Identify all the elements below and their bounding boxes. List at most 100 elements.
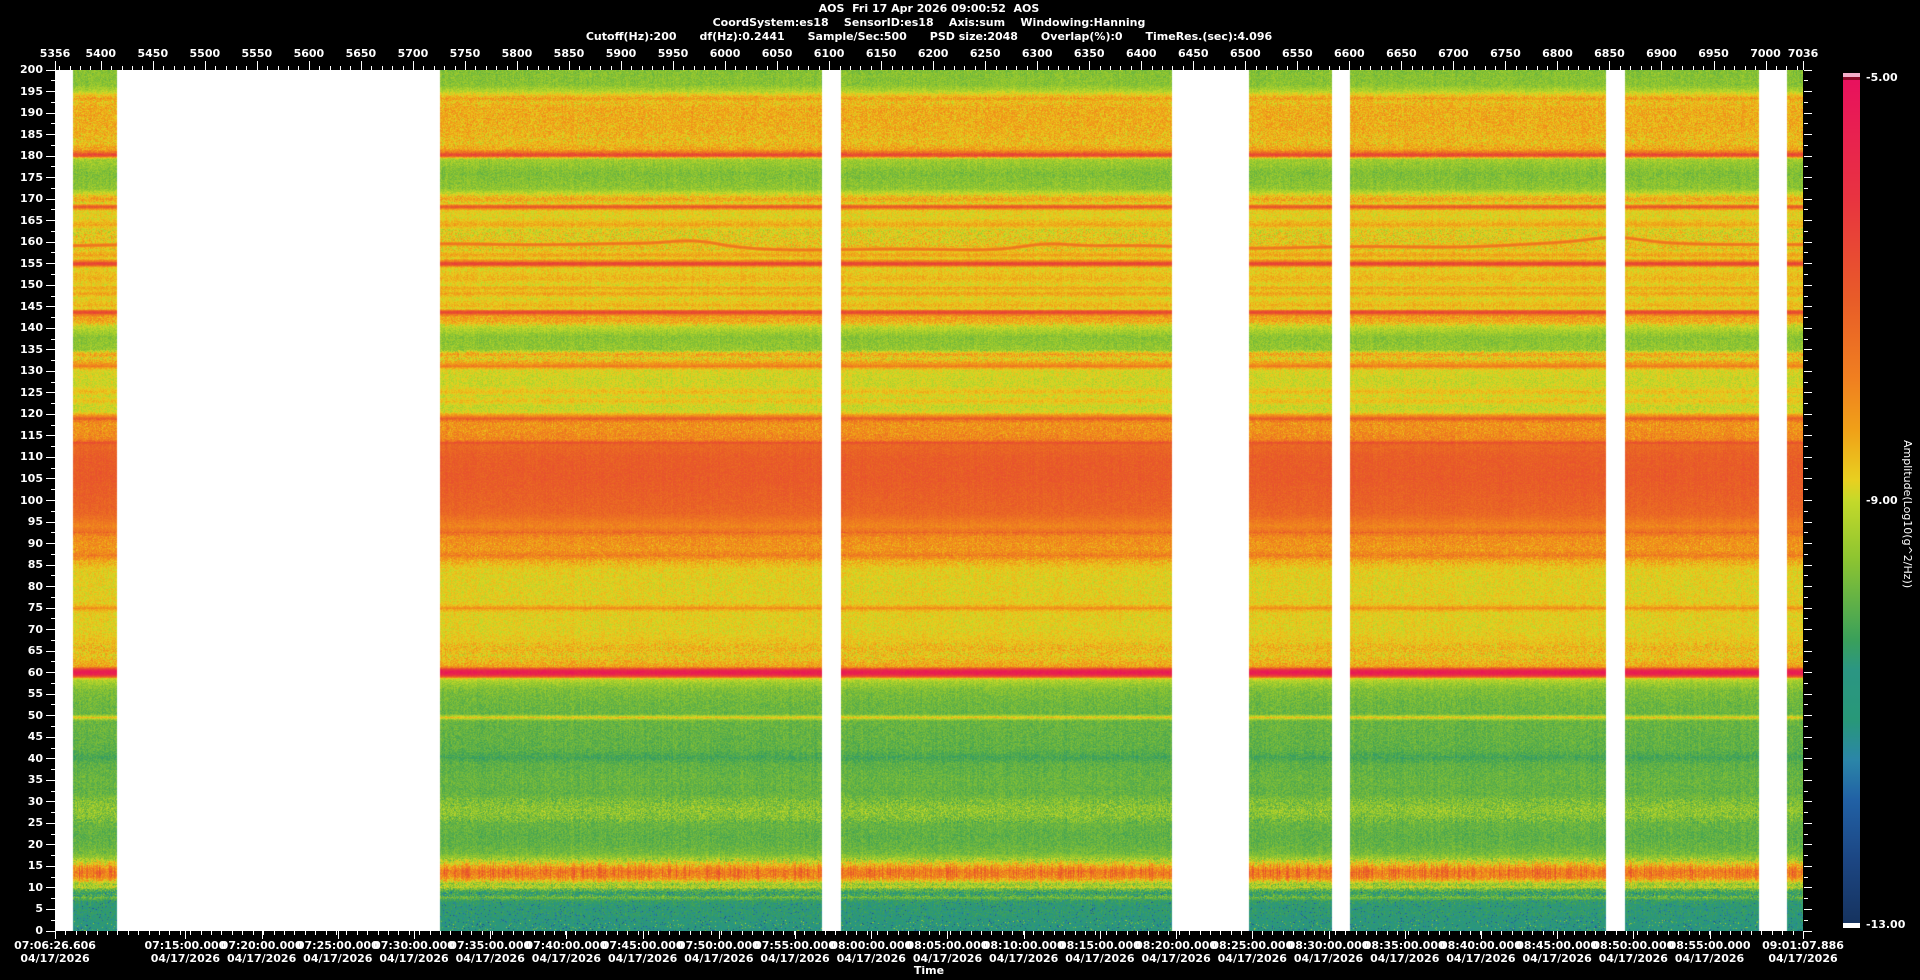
- right-axis-major-tick: [1804, 693, 1812, 695]
- time-axis-label-date: 04/17/2026: [20, 952, 90, 965]
- left-axis-major-tick: [46, 801, 55, 803]
- time-axis-label-date: 04/17/2026: [531, 952, 602, 965]
- time-axis-major-tick: [1557, 931, 1559, 939]
- top-axis-minor-tick: [558, 66, 560, 70]
- top-axis-label: 6500: [1229, 47, 1261, 60]
- top-axis-minor-tick: [1245, 66, 1247, 70]
- top-axis-minor-tick: [1422, 66, 1424, 70]
- left-axis-label: 80: [27, 579, 43, 593]
- top-axis-label: 5550: [241, 47, 273, 60]
- top-axis-minor-tick: [1068, 66, 1070, 70]
- left-axis-minor-tick: [51, 769, 55, 771]
- time-axis-minor-tick: [648, 931, 650, 935]
- time-axis-label: 08:35:00.000 04/17/2026: [1364, 939, 1446, 965]
- right-axis-major-tick: [1804, 91, 1812, 93]
- left-axis-minor-tick: [51, 704, 55, 706]
- time-axis-minor-tick: [1428, 931, 1430, 935]
- time-axis-minor-tick: [1397, 931, 1399, 935]
- time-axis-minor-tick: [814, 931, 816, 935]
- time-axis-label-time: 08:05:00.000: [906, 939, 989, 952]
- time-axis-minor-tick: [741, 931, 743, 935]
- top-axis-minor-tick: [537, 66, 539, 70]
- top-axis-minor-tick: [1547, 66, 1549, 70]
- time-axis-minor-tick: [554, 931, 556, 935]
- top-axis-minor-tick: [1151, 66, 1153, 70]
- right-axis-minor-tick: [1804, 489, 1808, 491]
- time-axis-minor-tick: [700, 931, 702, 935]
- left-axis-major-tick: [46, 500, 55, 501]
- time-axis-minor-tick: [190, 931, 192, 935]
- top-axis-minor-tick: [641, 66, 643, 70]
- time-axis-minor-tick: [1366, 931, 1367, 935]
- time-axis-minor-tick: [1303, 931, 1305, 935]
- time-axis-minor-tick: [512, 931, 514, 935]
- top-axis-minor-tick: [901, 66, 903, 70]
- time-axis-label: 07:45:00.000 04/17/2026: [602, 939, 684, 965]
- top-axis-minor-tick: [1505, 66, 1507, 70]
- time-axis-major-tick: [185, 931, 187, 939]
- left-axis-major-tick: [46, 564, 55, 566]
- time-axis-minor-tick: [315, 931, 317, 935]
- time-axis-minor-tick: [1636, 931, 1638, 935]
- right-axis-minor-tick: [1804, 144, 1808, 146]
- right-axis-minor-tick: [1804, 661, 1808, 663]
- right-axis-major-tick: [1804, 521, 1812, 523]
- right-axis-minor-tick: [1804, 532, 1808, 534]
- time-axis-minor-tick: [1043, 931, 1045, 935]
- time-axis-minor-tick: [762, 931, 764, 935]
- header-params-line1: CoordSystem:es18 SensorID:es18 Axis:sum …: [712, 16, 1146, 29]
- left-axis-minor-tick: [51, 403, 55, 405]
- time-axis-minor-tick: [117, 931, 119, 935]
- top-axis-minor-tick: [621, 66, 623, 70]
- left-axis-major-tick: [46, 865, 55, 867]
- left-axis-minor-tick: [51, 618, 55, 620]
- top-axis-label: 6700: [1438, 47, 1469, 60]
- top-axis-minor-tick: [1338, 66, 1340, 70]
- top-axis-label: 6950: [1698, 47, 1729, 60]
- top-axis-minor-tick: [1474, 66, 1476, 70]
- top-axis-minor-tick: [610, 66, 612, 70]
- top-axis-minor-tick: [1297, 66, 1299, 70]
- top-axis-label: 7000: [1750, 47, 1781, 60]
- top-axis-minor-tick: [1536, 66, 1538, 70]
- time-axis-label: 08:25:00.000 04/17/2026: [1211, 939, 1293, 965]
- time-axis-minor-tick: [1345, 931, 1347, 935]
- time-axis-label-date: 04/17/2026: [1293, 952, 1364, 965]
- top-axis-minor-tick: [1661, 66, 1663, 70]
- time-axis-label-date: 04/17/2026: [1141, 952, 1211, 965]
- time-axis-minor-tick: [1553, 931, 1555, 935]
- right-axis-minor-tick: [1804, 639, 1808, 641]
- left-axis-minor-tick: [51, 123, 55, 125]
- time-axis-minor-tick: [346, 931, 348, 935]
- left-axis-minor-tick: [51, 80, 55, 82]
- top-axis-label: 6550: [1282, 47, 1313, 60]
- time-axis-label: 08:00:00.000 04/17/2026: [830, 939, 912, 965]
- left-axis-minor-tick: [51, 467, 55, 469]
- time-axis-label-date: 04/17/2026: [912, 952, 983, 965]
- left-axis-label: 100: [20, 493, 43, 507]
- time-axis-label-time: 08:10:00.000: [982, 939, 1065, 952]
- top-axis-major-tick: [1349, 61, 1351, 70]
- time-axis-title: Time: [913, 964, 945, 977]
- time-axis-label-date: 04/17/2026: [836, 952, 906, 965]
- top-axis-minor-tick: [360, 66, 362, 70]
- top-axis-major-tick: [1505, 61, 1507, 70]
- time-axis-minor-tick: [1771, 931, 1773, 935]
- top-axis-minor-tick: [1380, 66, 1382, 70]
- time-axis-minor-tick: [772, 931, 774, 935]
- time-axis-label-time: 08:00:00.000: [830, 939, 913, 952]
- top-axis-minor-tick: [412, 66, 414, 70]
- top-axis-major-tick: [1713, 61, 1715, 70]
- left-axis-minor-tick: [51, 446, 55, 448]
- time-axis-minor-tick: [273, 931, 275, 935]
- time-axis-label-date: 04/17/2026: [1674, 952, 1745, 965]
- time-axis-major-tick: [490, 931, 492, 939]
- top-axis-minor-tick: [79, 66, 81, 70]
- time-axis-minor-tick: [127, 931, 129, 935]
- right-axis-minor-tick: [1804, 446, 1808, 448]
- time-axis-minor-tick: [1594, 931, 1596, 935]
- time-axis-minor-tick: [1542, 931, 1544, 935]
- time-axis-minor-tick: [1157, 931, 1159, 935]
- top-axis-label: 5356: [39, 47, 71, 60]
- left-axis-label: 55: [27, 687, 43, 701]
